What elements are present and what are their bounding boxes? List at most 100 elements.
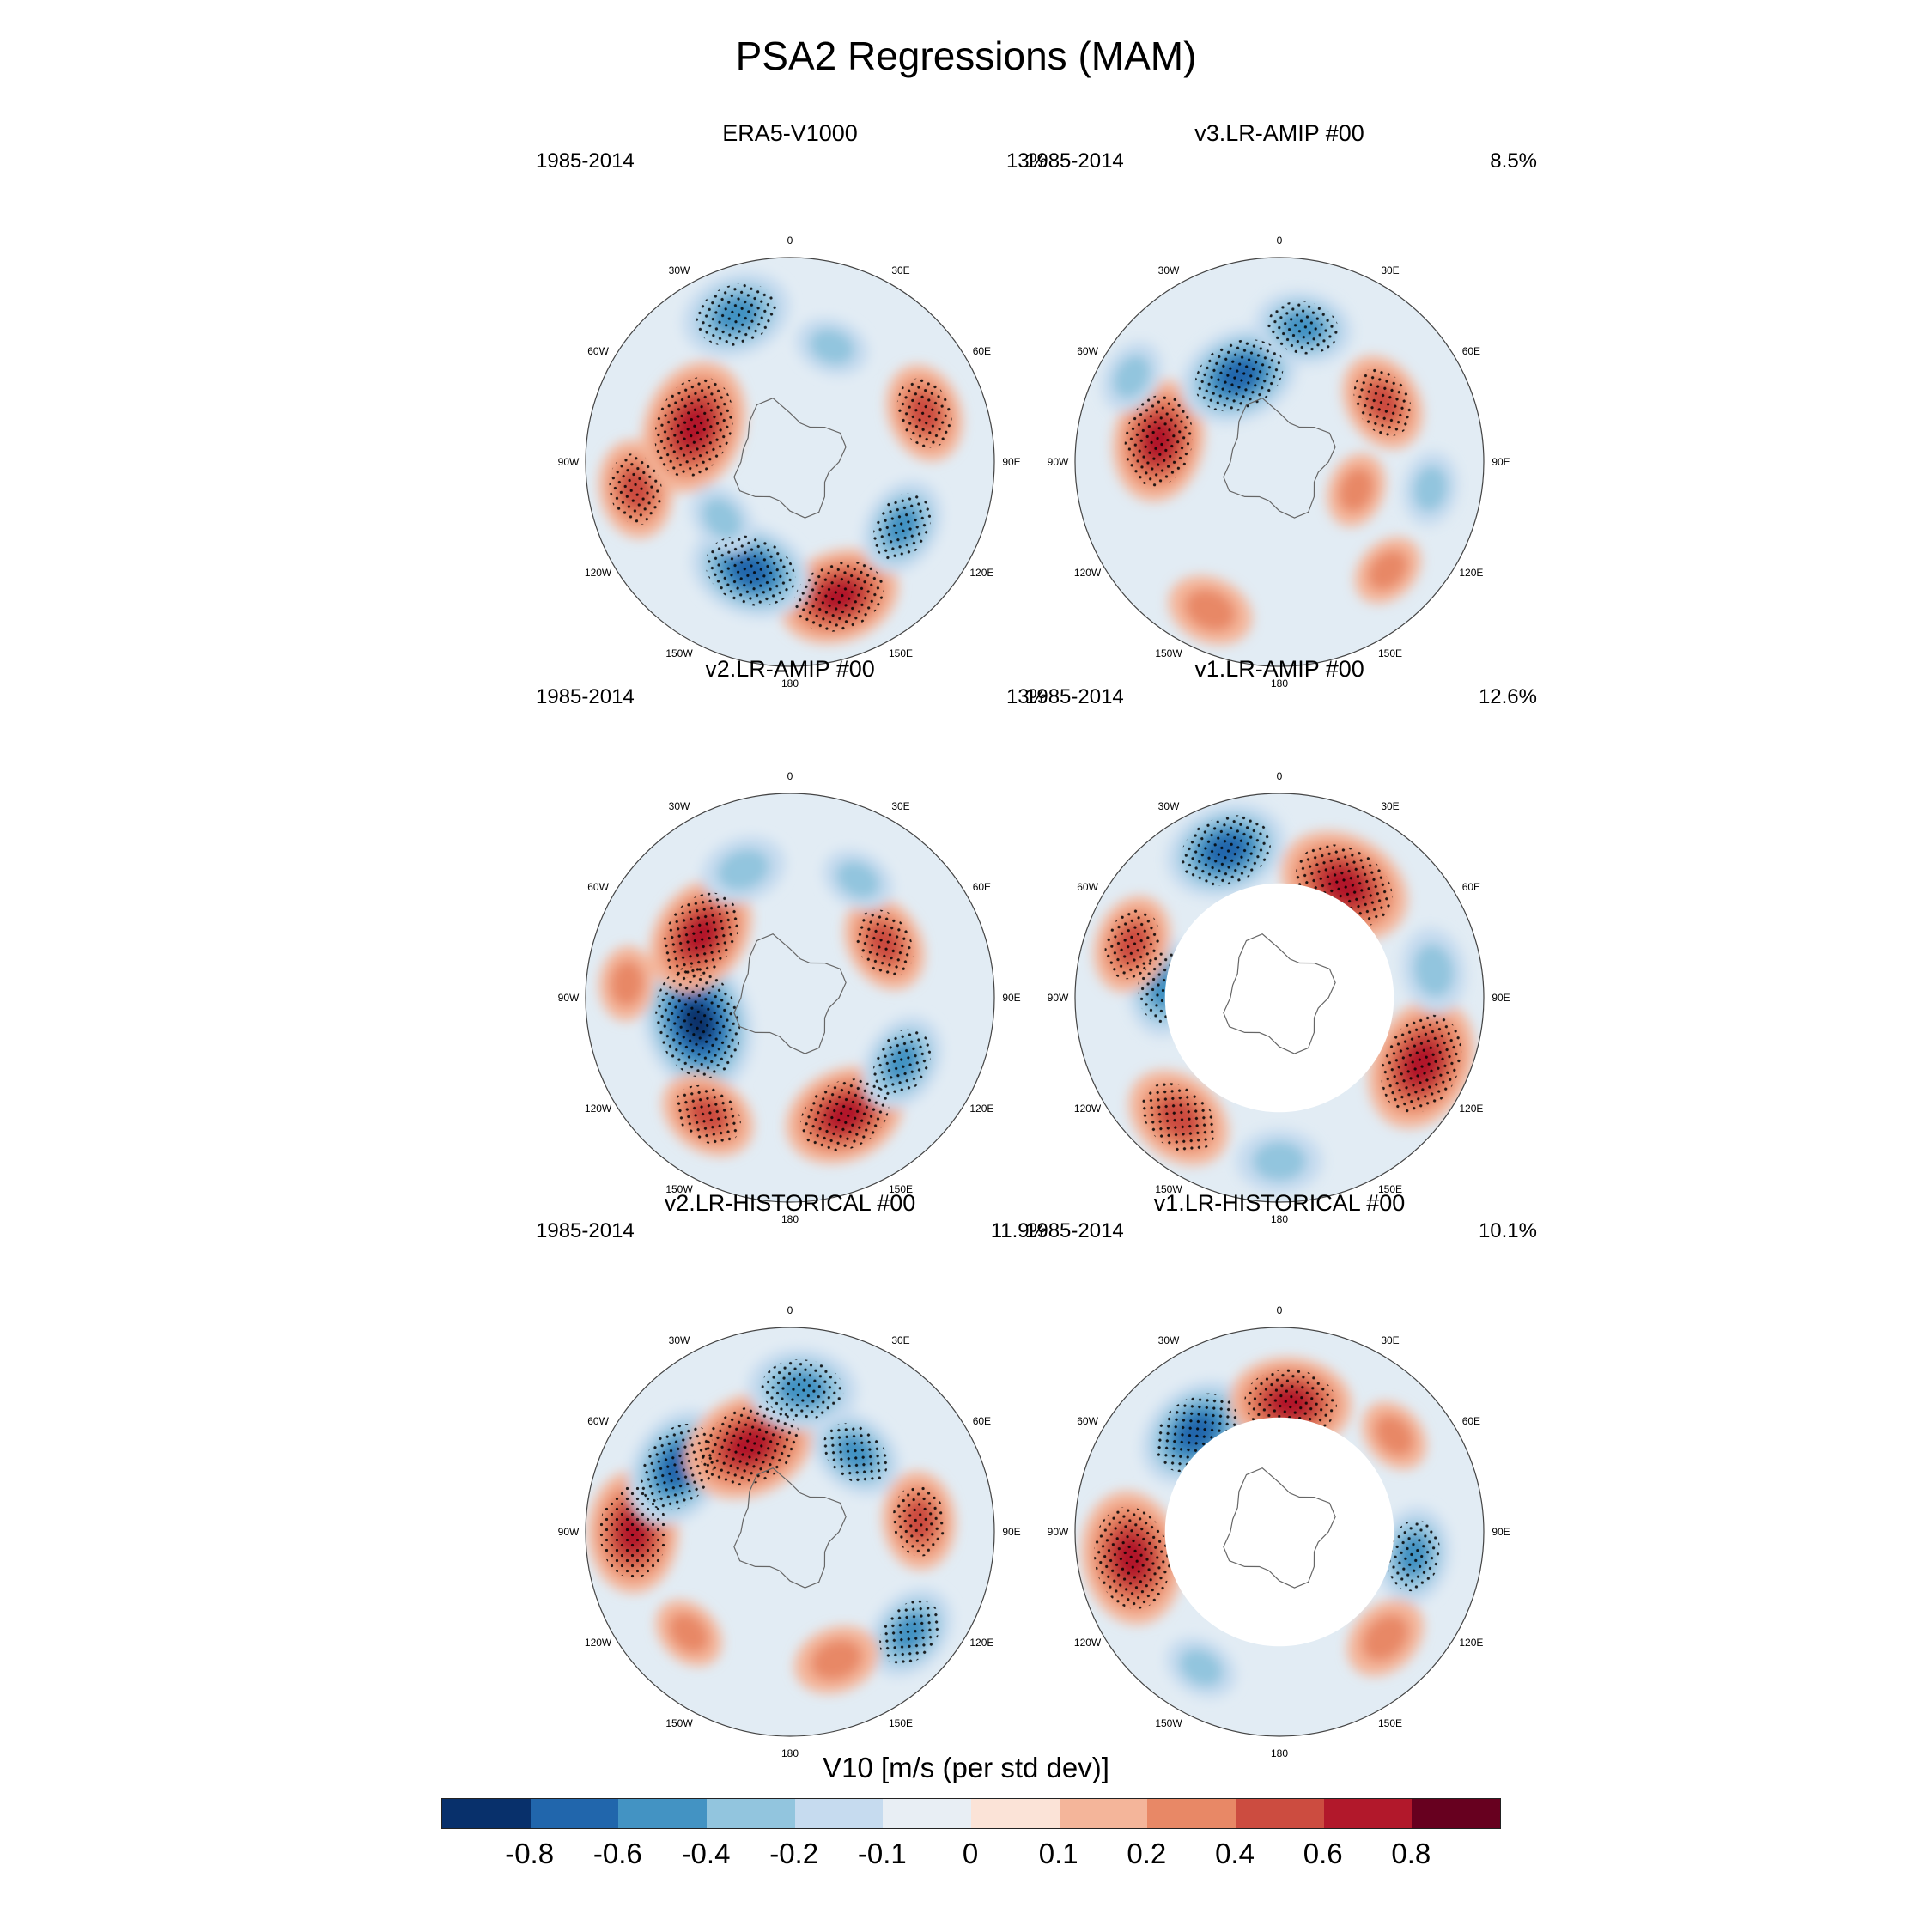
colorbar-title: V10 [m/s (per std dev)] — [823, 1752, 1109, 1783]
longitude-label: 120W — [1073, 1103, 1102, 1115]
longitude-label: 60W — [587, 345, 609, 357]
longitude-label: 0 — [787, 770, 793, 782]
significance-stipple — [674, 1084, 741, 1145]
polar-map — [1074, 257, 1485, 667]
anomaly-contour — [835, 860, 880, 899]
significance-stipple — [1387, 1520, 1441, 1592]
panel-title: v1.LR-AMIP #00 — [1194, 656, 1364, 682]
polar-map — [585, 1327, 995, 1737]
longitude-label: 30W — [1157, 799, 1180, 812]
colorbar-tick-label: -0.6 — [592, 1838, 642, 1869]
map-background — [1075, 258, 1484, 666]
longitude-label: 180 — [1270, 1213, 1289, 1225]
antarctica-coastline — [733, 1467, 847, 1589]
colorbar-swatch — [1323, 1799, 1413, 1828]
figure-title: PSA2 Regressions (MAM) — [735, 33, 1197, 78]
colorbar-swatch — [1147, 1799, 1236, 1828]
longitude-label: 90W — [1047, 456, 1069, 468]
significance-stipple — [662, 892, 739, 978]
significance-stipple — [1104, 908, 1160, 980]
longitude-label: 150E — [1377, 1183, 1403, 1196]
colorbar-swatch — [1059, 1799, 1148, 1828]
panel-period: 1985-2014 — [536, 685, 635, 708]
colorbar-tick-label: 0 — [962, 1838, 979, 1869]
longitude-label: 180 — [1270, 677, 1289, 690]
anomaly-contour — [809, 328, 854, 365]
colorbar-swatch — [1236, 1799, 1324, 1828]
panel-title: v2.LR-HISTORICAL #00 — [664, 1190, 916, 1216]
longitude-label: 90E — [1492, 1526, 1510, 1538]
colorbar-swatch — [618, 1799, 708, 1828]
colorbar-tick-label: 0.6 — [1303, 1838, 1343, 1869]
colorbar-swatch — [530, 1799, 619, 1828]
longitude-label: 120W — [1073, 1637, 1102, 1649]
significance-stipple — [1141, 1083, 1216, 1153]
panel-title: ERA5-V1000 — [722, 120, 858, 146]
longitude-label: 90W — [557, 992, 580, 1004]
colorbar-tick-label: -0.4 — [681, 1838, 731, 1869]
longitude-label: 180 — [781, 677, 799, 690]
significance-stipple — [609, 453, 663, 526]
colorbar-tick-label: -0.1 — [857, 1838, 907, 1869]
panel-period: 1985-2014 — [536, 1219, 635, 1242]
panel-period: 1985-2014 — [1025, 1219, 1124, 1242]
longitude-label: 150W — [665, 1183, 693, 1196]
longitude-label: 90E — [1492, 992, 1510, 1004]
map-frame — [585, 793, 995, 1203]
longitude-label: 0 — [787, 1304, 793, 1316]
significance-stipple — [696, 283, 777, 347]
longitude-label: 60W — [587, 881, 609, 893]
anomaly-contour — [1113, 355, 1151, 399]
map-frame — [585, 257, 995, 667]
significance-stipple — [872, 493, 932, 561]
colorbar-tick-label: 0.2 — [1127, 1838, 1167, 1869]
longitude-label: 150E — [1377, 647, 1403, 660]
significance-stipple — [700, 1405, 799, 1486]
significance-stipple — [892, 1485, 945, 1557]
anomaly-contour — [668, 1613, 709, 1654]
antarctica-coastline — [733, 398, 847, 519]
significance-stipple — [1267, 301, 1340, 355]
significance-stipple — [879, 1600, 941, 1665]
longitude-label: 90W — [1047, 992, 1069, 1004]
map-panel: ERA5-V1000 1985-2014 13% 0 30E 60E 90E 120E 150E… — [515, 120, 1065, 737]
longitude-label: 30E — [1381, 264, 1400, 276]
longitude-label: 30W — [1157, 264, 1180, 276]
polar-map — [585, 257, 995, 667]
anomaly-contour — [1367, 550, 1408, 591]
antarctica-coastline — [1223, 398, 1336, 519]
colorbar-swatch — [883, 1799, 972, 1828]
longitude-label: 120E — [1459, 567, 1484, 579]
antarctica-coastline — [733, 933, 847, 1054]
polar-map — [585, 793, 995, 1203]
longitude-label: 120E — [969, 1637, 994, 1649]
panel-variance: 11.9% — [990, 1219, 1048, 1242]
longitude-label: 0 — [787, 234, 793, 246]
anomaly-contour — [1338, 467, 1375, 513]
panel-variance: 12.6% — [1478, 685, 1537, 708]
antarctica-coastline — [1223, 933, 1336, 1054]
longitude-label: 30E — [1381, 1334, 1400, 1346]
significance-stipple — [1093, 1506, 1170, 1609]
longitude-label: 150W — [665, 1717, 693, 1730]
significance-stipple — [800, 1078, 890, 1151]
longitude-label: 120W — [584, 1103, 612, 1115]
longitude-label: 90W — [557, 1526, 580, 1538]
longitude-label: 60W — [1077, 881, 1098, 893]
longitude-label: 30E — [891, 264, 910, 276]
colorbar-swatch — [794, 1799, 884, 1828]
panel-period: 1985-2014 — [1025, 149, 1124, 173]
significance-stipple — [761, 1359, 844, 1419]
longitude-label: 90E — [1002, 456, 1021, 468]
colorbar — [441, 1798, 1501, 1829]
anomaly-contour — [1362, 1614, 1409, 1662]
longitude-label: 150W — [1155, 1183, 1182, 1196]
longitude-label: 180 — [1270, 1747, 1289, 1759]
longitude-label: 30E — [891, 799, 910, 812]
map-frame — [1074, 257, 1485, 667]
longitude-label: 120E — [969, 1103, 994, 1115]
significance-stipple — [793, 561, 884, 632]
longitude-label: 150E — [888, 1183, 914, 1196]
colorbar-swatch — [971, 1799, 1060, 1828]
longitude-label: 150E — [888, 647, 914, 660]
